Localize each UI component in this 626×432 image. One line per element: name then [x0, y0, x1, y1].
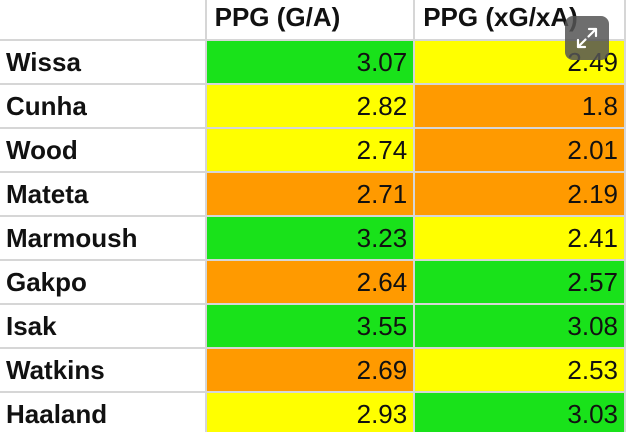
player-name: Watkins [0, 348, 207, 393]
table-row: Wood 2.74 2.01 [0, 128, 626, 173]
ppg-xgxa-value: 2.53 [414, 348, 626, 393]
player-name: Gakpo [0, 260, 207, 305]
ppg-ga-value: 2.74 [205, 128, 416, 173]
header-player [0, 0, 207, 41]
table-row: Watkins 2.69 2.53 [0, 348, 626, 393]
ppg-xgxa-value: 3.08 [414, 304, 626, 349]
player-name: Wissa [0, 40, 207, 85]
ppg-xgxa-value: 2.19 [414, 172, 626, 217]
expand-arrows-icon [576, 27, 598, 49]
player-name: Wood [0, 128, 207, 173]
ppg-ga-value: 3.23 [205, 216, 416, 261]
ppg-xgxa-value: 2.41 [414, 216, 626, 261]
table-row: Wissa 3.07 2.49 [0, 40, 626, 85]
ppg-ga-value: 2.64 [205, 260, 416, 305]
ppg-ga-value: 2.93 [205, 392, 416, 432]
ppg-ga-value: 2.82 [205, 84, 416, 129]
ppg-xgxa-value: 3.03 [414, 392, 626, 432]
player-name: Isak [0, 304, 207, 349]
header-row: PPG (G/A) PPG (xG/xA) [0, 0, 626, 41]
ppg-ga-value: 2.71 [205, 172, 416, 217]
ppg-xgxa-value: 2.01 [414, 128, 626, 173]
table-row: Mateta 2.71 2.19 [0, 172, 626, 217]
table-row: Marmoush 3.23 2.41 [0, 216, 626, 261]
table-row: Cunha 2.82 1.8 [0, 84, 626, 129]
ppg-xgxa-value: 1.8 [414, 84, 626, 129]
player-name: Marmoush [0, 216, 207, 261]
header-ppg-ga: PPG (G/A) [205, 0, 416, 41]
expand-button[interactable] [565, 16, 609, 60]
ppg-ga-value: 2.69 [205, 348, 416, 393]
player-name: Cunha [0, 84, 207, 129]
ppg-ga-value: 3.07 [205, 40, 416, 85]
ppg-ga-value: 3.55 [205, 304, 416, 349]
table-row: Gakpo 2.64 2.57 [0, 260, 626, 305]
player-name: Haaland [0, 392, 207, 432]
player-name: Mateta [0, 172, 207, 217]
ppg-xgxa-value: 2.57 [414, 260, 626, 305]
table-row: Haaland 2.93 3.03 [0, 392, 626, 432]
table-row: Isak 3.55 3.08 [0, 304, 626, 349]
